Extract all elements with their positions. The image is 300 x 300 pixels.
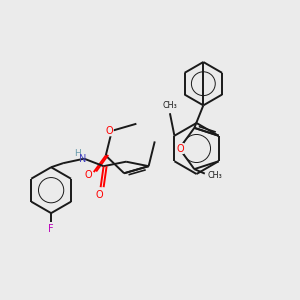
Text: CH₃: CH₃: [208, 171, 223, 180]
Text: N: N: [79, 154, 86, 164]
Text: H: H: [74, 149, 81, 158]
Text: F: F: [48, 224, 54, 234]
Text: O: O: [176, 143, 184, 154]
Text: CH₃: CH₃: [163, 101, 177, 110]
Text: O: O: [85, 170, 92, 180]
Text: O: O: [95, 190, 103, 200]
Text: O: O: [106, 126, 113, 136]
